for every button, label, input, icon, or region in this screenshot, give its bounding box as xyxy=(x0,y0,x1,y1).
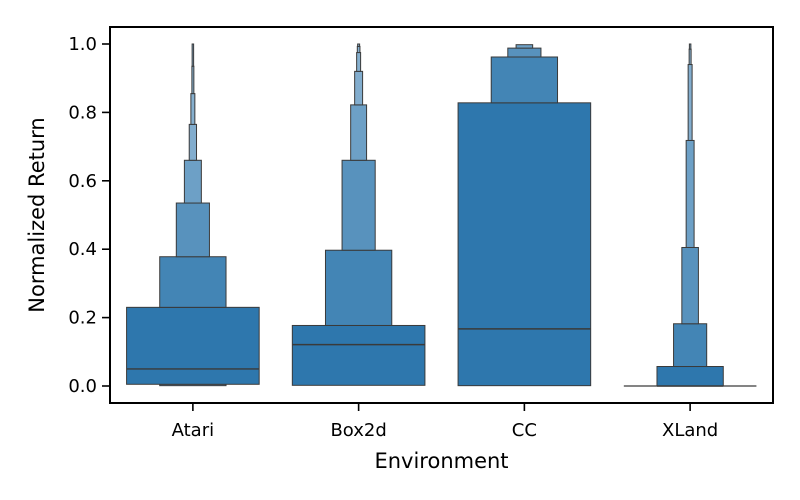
boxen-box xyxy=(191,43,195,67)
boxen-box xyxy=(356,52,362,72)
boxen-box xyxy=(673,323,708,368)
boxen-box xyxy=(190,93,196,125)
boxen-group-box2d xyxy=(291,43,426,386)
boxen-box xyxy=(515,44,534,49)
boxen-box xyxy=(350,104,368,161)
plot-area xyxy=(126,43,757,387)
boxen-box xyxy=(354,70,364,106)
boxen-box xyxy=(681,246,699,325)
boxen-box xyxy=(175,202,210,258)
y-tick-label: 0.8 xyxy=(68,102,97,123)
boxen-box xyxy=(507,47,542,58)
boxen-box xyxy=(324,249,393,326)
boxen-box xyxy=(688,48,692,66)
axes-frame xyxy=(109,26,774,404)
y-tick-label: 1.0 xyxy=(68,34,97,55)
x-tick-label: XLand xyxy=(662,420,718,441)
boxen-box xyxy=(126,306,260,385)
boxen-box xyxy=(183,159,202,204)
boxen-box xyxy=(457,102,592,387)
boxen-box xyxy=(341,159,376,251)
boxen-box xyxy=(159,256,227,308)
boxen-group-xland xyxy=(623,43,757,387)
boxen-box xyxy=(687,64,693,141)
boxen-box xyxy=(685,139,695,248)
y-tick-label: 0.2 xyxy=(68,308,97,329)
x-axis-label: Environment xyxy=(374,449,508,473)
boxen-box xyxy=(356,45,361,54)
y-tick-label: 0.6 xyxy=(68,171,97,192)
x-axis: Atari Box2d CC XLand xyxy=(172,403,718,441)
boxen-box xyxy=(490,56,559,104)
boxen-box xyxy=(291,324,426,386)
boxen-box xyxy=(656,366,724,387)
boxen-box xyxy=(188,123,198,161)
boxen-box xyxy=(688,43,692,50)
x-tick-label: Atari xyxy=(172,420,215,441)
y-axis: 0.0 0.2 0.4 0.6 0.8 1.0 xyxy=(68,34,110,397)
x-tick-label: CC xyxy=(512,420,537,441)
boxen-group-cc xyxy=(457,44,592,387)
boxen-box xyxy=(191,65,195,95)
x-tick-label: Box2d xyxy=(330,420,386,441)
boxen-group-atari xyxy=(126,43,260,387)
y-tick-label: 0.4 xyxy=(68,239,97,260)
y-axis-label: Normalized Return xyxy=(25,117,49,312)
boxen-box xyxy=(357,43,361,47)
y-tick-label: 0.0 xyxy=(68,376,97,397)
